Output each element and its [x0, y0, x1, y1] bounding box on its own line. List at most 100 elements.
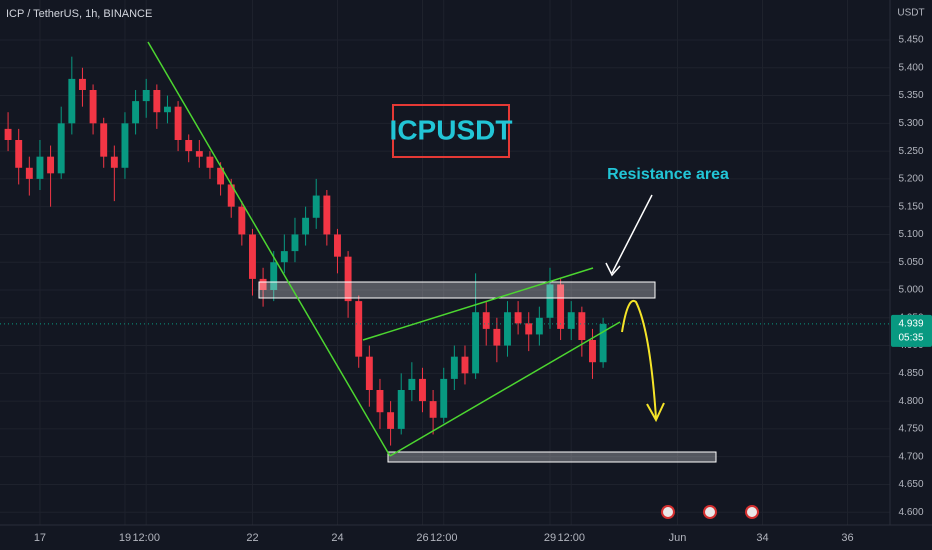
axes: 4.6004.6504.7004.7504.8004.8504.9004.950… [34, 35, 932, 544]
candle-body [365, 356, 373, 390]
y-tick-label: 5.100 [898, 229, 923, 240]
candle-body [344, 256, 352, 302]
candle-body [504, 312, 511, 346]
candle-body [217, 167, 225, 185]
countdown-label: 05:35 [898, 333, 923, 344]
candle-body [334, 234, 341, 257]
trend-line [147, 41, 391, 457]
candle-body [206, 156, 214, 168]
candle-body [57, 123, 65, 174]
candle-body [89, 90, 97, 124]
event-icons [661, 505, 759, 519]
chart-title: ICP / TetherUS, 1h, BINANCE [6, 8, 152, 20]
wedge-upper [362, 267, 594, 341]
y-tick-label: 5.350 [898, 90, 923, 101]
x-tick-label: 17 [34, 532, 46, 544]
candle-body [482, 312, 490, 329]
candle-body [280, 251, 288, 263]
candle-body [567, 312, 575, 329]
candle-body [376, 390, 384, 413]
candle-body [397, 390, 405, 429]
candle-body [599, 323, 607, 363]
candle-body [110, 156, 118, 168]
pointer-arrow [611, 194, 653, 274]
candle-body [419, 378, 426, 402]
candle-body [36, 156, 44, 179]
candle-body [589, 340, 596, 363]
price-axis [890, 0, 932, 550]
event-icon [661, 505, 675, 519]
candle-body [546, 284, 554, 318]
x-tick-label: 24 [331, 532, 343, 544]
candle-body [472, 312, 480, 374]
last-price-tag [891, 314, 932, 347]
y-tick-label: 5.200 [898, 174, 923, 185]
candle-body [302, 217, 310, 235]
pointer-arrowhead [605, 262, 621, 277]
x-tick-label: 22 [246, 532, 258, 544]
candle-body [79, 78, 86, 90]
y-tick-label: 4.600 [898, 507, 923, 518]
support-zone [387, 451, 717, 463]
wedge-lower [389, 321, 621, 457]
y-tick-label: 4.650 [898, 479, 923, 490]
candle-body [238, 206, 246, 235]
y-tick-label: 4.800 [898, 396, 923, 407]
candle-body [25, 167, 33, 179]
candle-body [514, 312, 522, 324]
candle-body [557, 284, 565, 329]
y-tick-label: 4.850 [898, 368, 923, 379]
candle-body [195, 151, 203, 157]
x-tick-label: 26 [416, 532, 428, 544]
candle-body [525, 323, 533, 335]
grid [0, 0, 890, 525]
candle-body [121, 123, 129, 168]
drawings: ICPUSDT Resistance area [147, 41, 759, 519]
candles [0, 56, 890, 446]
candle-body [249, 234, 256, 279]
y-tick-label: 5.000 [898, 285, 923, 296]
candle-body [493, 328, 501, 346]
candle-body [387, 412, 395, 429]
candle-body [4, 128, 12, 140]
y-axis-label: USDT [897, 8, 924, 19]
candle-body [185, 140, 193, 152]
y-tick-label: 5.400 [898, 62, 923, 73]
event-icon [703, 505, 717, 519]
y-tick-label: 5.250 [898, 146, 923, 157]
candle-body [270, 262, 278, 290]
candle-body [440, 378, 448, 418]
x-tick-label: 29 [544, 532, 556, 544]
candle-body [153, 90, 161, 113]
candle-body [312, 195, 320, 218]
x-tick-label: 36 [841, 532, 853, 544]
candle-body [132, 101, 140, 124]
y-tick-label: 5.050 [898, 257, 923, 268]
y-tick-label: 5.450 [898, 35, 923, 46]
resistance-zone [258, 281, 656, 299]
candle-body [174, 106, 182, 140]
candle-body [68, 78, 76, 124]
candle-body [461, 356, 469, 374]
candle-body [323, 195, 331, 235]
projection-arrow [621, 299, 657, 419]
x-tick-label: 12:00 [557, 532, 585, 544]
candle-body [578, 312, 586, 340]
candle-body [408, 378, 416, 390]
y-tick-label: 4.750 [898, 424, 923, 435]
candle-body [259, 278, 267, 290]
candle-body [164, 106, 171, 113]
x-tick-label: 12:00 [430, 532, 458, 544]
candle-body [142, 90, 150, 102]
candle-body [15, 140, 23, 168]
resistance-annotation: Resistance area [607, 166, 729, 183]
y-tick-label: 4.700 [898, 451, 923, 462]
y-tick-label: 5.300 [898, 118, 923, 129]
symbol-annotation: ICPUSDT [390, 114, 513, 145]
last-price-label: 4.939 [898, 319, 923, 330]
candle-body [450, 356, 458, 379]
projection-arrowhead [646, 402, 665, 423]
candle-body [100, 123, 108, 157]
